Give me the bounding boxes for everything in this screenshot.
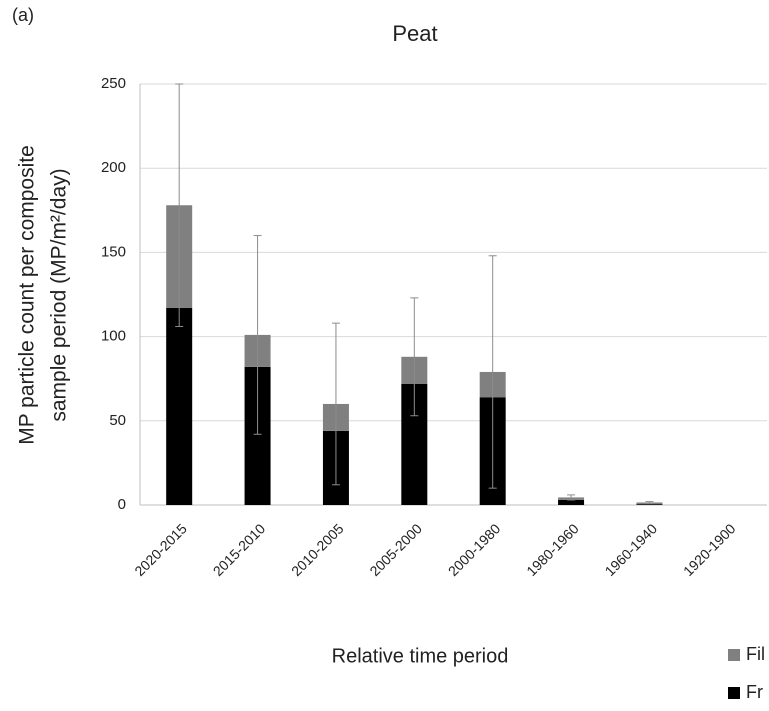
x-tick-label: 1920-1900	[680, 520, 739, 579]
bar-segment	[166, 307, 193, 505]
y-tick-label: 200	[101, 159, 126, 176]
legend-label: Fr	[746, 682, 763, 702]
x-tick-label: 2015-2010	[210, 520, 269, 579]
panel-label: (a)	[12, 5, 34, 25]
x-tick-label: 2000-1980	[445, 520, 504, 579]
x-axis-label: Relative time period	[332, 645, 509, 667]
x-tick-label: 1980-1960	[523, 520, 582, 579]
y-axis-label: MP particle count per composite	[16, 145, 39, 445]
y-axis-label: sample period (MP/m²/day)	[48, 168, 71, 421]
bar-segment	[636, 504, 663, 505]
x-tick-label: 1960-1940	[602, 520, 661, 579]
x-tick-label: 2020-2015	[131, 520, 190, 579]
y-tick-label: 150	[101, 243, 126, 260]
chart-title: Peat	[392, 21, 437, 46]
x-tick-label: 2010-2005	[288, 520, 347, 579]
legend-swatch	[728, 687, 740, 699]
y-tick-label: 50	[109, 412, 126, 429]
y-tick-label: 0	[118, 496, 126, 513]
y-tick-label: 250	[101, 75, 126, 92]
x-tick-label: 2005-2000	[366, 520, 425, 579]
legend-swatch	[728, 649, 740, 661]
bar-segment	[558, 499, 585, 505]
y-tick-label: 100	[101, 328, 126, 345]
legend-label: Fil	[746, 644, 765, 664]
